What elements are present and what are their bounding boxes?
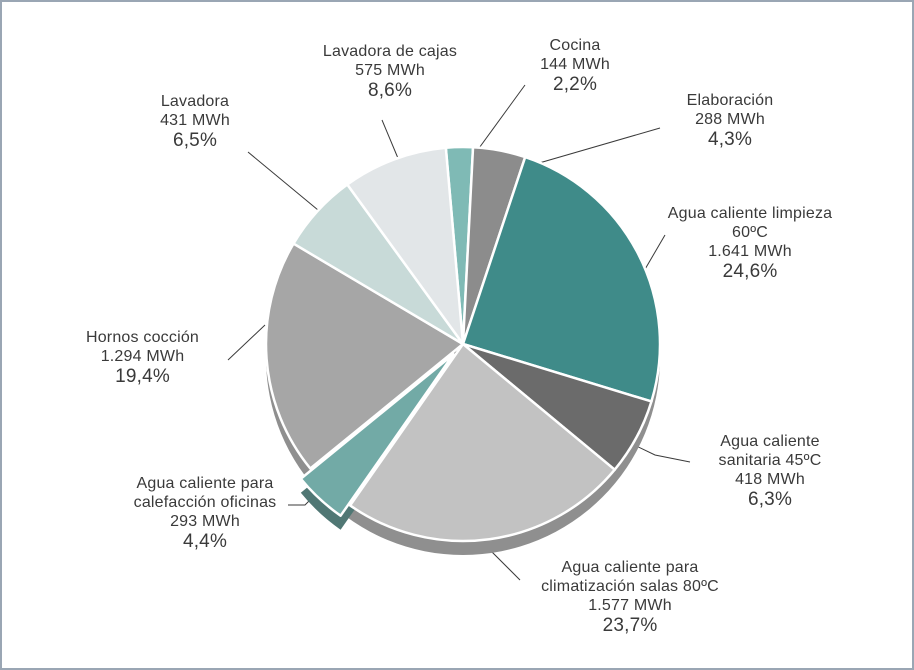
label-agua-limpieza: Agua caliente limpieza 60ºC 1.641 MWh 24… [645, 204, 855, 283]
label-agua-climatizacion: Agua caliente para climatización salas 8… [500, 558, 760, 637]
label-elaboracion-mwh: 288 MWh [695, 111, 765, 128]
label-agua-limpieza-name: Agua caliente limpieza [667, 205, 833, 222]
label-elaboracion: Elaboración 288 MWh 4,3% [655, 91, 805, 151]
label-agua-sanitaria-mwh: 418 MWh [735, 471, 805, 488]
label-agua-climatizacion-pct: 23,7% [602, 615, 658, 636]
label-agua-calefaccion: Agua caliente para calefacción oficinas … [100, 474, 310, 553]
label-hornos-name: Hornos cocción [85, 329, 200, 346]
label-lavadora-cajas: Lavadora de cajas 575 MWh 8,6% [290, 42, 490, 102]
slice-agua-caliente-limpieza-60-c [461, 155, 662, 403]
label-cocina-pct: 2,2% [552, 74, 598, 95]
label-cocina-mwh: 144 MWh [540, 56, 610, 73]
label-agua-calefaccion-name: Agua caliente para [136, 475, 274, 492]
label-lavadora-mwh: 431 MWh [160, 112, 230, 129]
label-agua-sanitaria-name2: sanitaria 45ºC [718, 452, 822, 469]
label-agua-sanitaria: Agua caliente sanitaria 45ºC 418 MWh 6,3… [685, 432, 855, 511]
pie-slices [264, 145, 662, 543]
slice-agua-caliente-para-climatizacion-salas-80-c [348, 342, 616, 543]
leader-lavadora [247, 151, 319, 211]
label-agua-limpieza-name2: 60ºC [732, 224, 768, 241]
label-agua-calefaccion-name2: calefacción oficinas [133, 494, 277, 511]
label-hornos-pct: 19,4% [115, 366, 170, 387]
label-cocina: Cocina 144 MWh 2,2% [520, 36, 630, 96]
label-elaboracion-pct: 4,3% [707, 129, 753, 150]
label-agua-climatizacion-name: Agua caliente para [561, 559, 699, 576]
label-hornos: Hornos cocción 1.294 MWh 19,4% [60, 328, 225, 388]
label-lavadora-cajas-mwh: 575 MWh [355, 62, 425, 79]
label-lavadora-name: Lavadora [160, 93, 230, 110]
leader-cocina [473, 84, 526, 156]
label-agua-sanitaria-name: Agua caliente [720, 433, 820, 450]
label-hornos-mwh: 1.294 MWh [100, 348, 185, 365]
slice-agua-caliente-para-calefaccion-oficinas [299, 353, 455, 517]
slice-lavadora-de-cajas [346, 146, 465, 346]
label-agua-calefaccion-mwh: 293 MWh [170, 513, 240, 530]
leader-hornos [227, 324, 266, 361]
slice-hornos-coccion [264, 242, 465, 470]
label-lavadora-pct: 6,5% [172, 130, 218, 151]
label-lavadora-cajas-pct: 8,6% [367, 80, 413, 101]
label-agua-limpieza-pct: 24,6% [722, 261, 778, 282]
label-agua-calefaccion-pct: 4,4% [182, 531, 228, 552]
label-agua-climatizacion-mwh: 1.577 MWh [588, 597, 672, 614]
label-lavadora: Lavadora 431 MWh 6,5% [140, 92, 250, 152]
label-elaboracion-name: Elaboración [686, 92, 774, 109]
label-cocina-name: Cocina [549, 37, 601, 54]
label-agua-climatizacion-name2: climatización salas 80ºC [541, 578, 719, 595]
label-lavadora-cajas-name: Lavadora de cajas [322, 43, 458, 60]
leader-lavadora-cajas [381, 119, 401, 164]
label-agua-sanitaria-pct: 6,3% [747, 489, 793, 510]
label-agua-limpieza-mwh: 1.641 MWh [708, 243, 792, 260]
